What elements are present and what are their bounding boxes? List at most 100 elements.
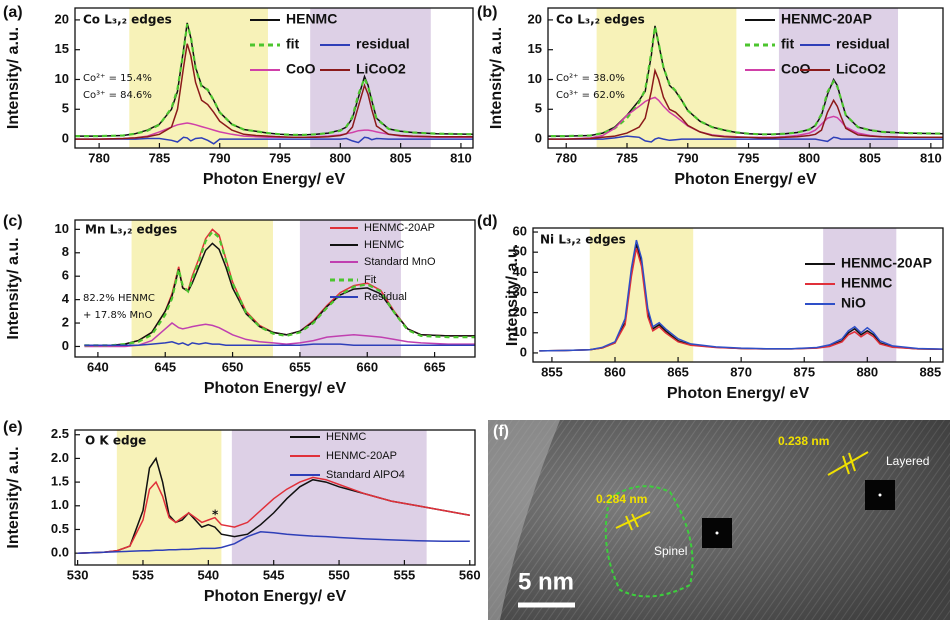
- x-tick-label: 800: [329, 150, 351, 165]
- legend-label: HENMC: [286, 11, 337, 27]
- x-tick-label: 540: [197, 567, 219, 582]
- x-tick-label: 865: [667, 364, 689, 379]
- x-tick-label: 650: [222, 359, 244, 374]
- legend-label: HENMC-20AP: [781, 11, 872, 27]
- x-axis-title: Photon Energy/ eV: [204, 588, 347, 605]
- shaded-region: [132, 220, 273, 357]
- x-tick-label: 805: [390, 150, 412, 165]
- x-axis-title: Photon Energy/ eV: [674, 171, 817, 188]
- x-tick-label: 785: [616, 150, 638, 165]
- x-tick-label: 855: [541, 364, 563, 379]
- x-tick-label: 545: [263, 567, 285, 582]
- panel-label: (d): [477, 213, 497, 230]
- annotation: Co L₃,₂ edges: [83, 13, 172, 27]
- annotation: 82.2% HENMC: [83, 293, 155, 304]
- legend-label: HENMC: [841, 275, 892, 291]
- annotation: Co²⁺ = 38.0%: [556, 73, 625, 84]
- x-tick-label: 780: [555, 150, 577, 165]
- panel: 78078579079580080581005101520HENMCfitres…: [3, 4, 473, 188]
- legend-label: HENMC-20AP: [364, 222, 435, 234]
- legend-label: LiCoO2: [836, 61, 886, 77]
- y-axis-title: Intensity/ a.u.: [5, 27, 22, 129]
- legend-label: LiCoO2: [356, 61, 406, 77]
- phase-label: Spinel: [654, 544, 687, 558]
- fft-spot: [879, 494, 882, 497]
- y-tick-label: 5: [535, 101, 542, 116]
- x-tick-label: 885: [920, 364, 942, 379]
- y-tick-label: 0: [62, 131, 69, 146]
- y-tick-label: 10: [55, 71, 69, 86]
- y-tick-label: 0.0: [51, 545, 69, 560]
- y-tick-label: 1.0: [51, 497, 69, 512]
- y-tick-label: 0: [62, 338, 69, 353]
- x-tick-label: 640: [87, 359, 109, 374]
- x-tick-label: 555: [394, 567, 416, 582]
- x-tick-label: 795: [269, 150, 291, 165]
- legend-label: fit: [781, 36, 795, 52]
- spacing-label: 0.284 nm: [596, 492, 647, 506]
- panel-label: (c): [3, 213, 23, 230]
- panel-label: (e): [3, 419, 23, 436]
- annotation: + 17.8% MnO: [83, 310, 152, 321]
- x-tick-label: 810: [920, 150, 942, 165]
- y-tick-label: 6: [62, 268, 69, 283]
- legend-label: Residual: [364, 291, 407, 303]
- x-tick-label: 810: [450, 150, 472, 165]
- x-tick-label: 665: [424, 359, 446, 374]
- annotation: O K edge: [85, 434, 146, 448]
- annotation: *: [212, 508, 219, 522]
- y-tick-label: 10: [528, 71, 542, 86]
- y-tick-label: 10: [55, 221, 69, 236]
- x-axis-title: Photon Energy/ eV: [667, 385, 810, 402]
- x-tick-label: 785: [149, 150, 171, 165]
- spacing-label: 0.238 nm: [778, 434, 829, 448]
- y-tick-label: 20: [55, 11, 69, 26]
- x-tick-label: 550: [328, 567, 350, 582]
- x-tick-label: 660: [356, 359, 378, 374]
- y-tick-label: 0.5: [51, 521, 69, 536]
- phase-label: Layered: [886, 454, 929, 468]
- x-tick-label: 880: [856, 364, 878, 379]
- legend-label: HENMC: [326, 431, 366, 443]
- y-tick-label: 0: [535, 131, 542, 146]
- y-tick-label: 2.5: [51, 426, 69, 441]
- y-axis-title: Intensity/ a.u.: [504, 244, 521, 346]
- legend-label: CoO: [286, 61, 316, 77]
- tem-image: (f) 0.284 nm Spinel 0.238 nm Layered 5 n…: [488, 420, 950, 620]
- x-tick-label: 655: [289, 359, 311, 374]
- panel-label: (b): [477, 4, 497, 21]
- x-axis-title: Photon Energy/ eV: [204, 380, 347, 397]
- legend-label: residual: [356, 36, 410, 52]
- x-tick-label: 805: [859, 150, 881, 165]
- x-tick-label: 795: [738, 150, 760, 165]
- y-axis-title: Intensity/ a.u.: [5, 237, 22, 339]
- panel: 5305355405455505555600.00.51.01.52.02.5H…: [3, 419, 481, 605]
- annotation: Co³⁺ = 84.6%: [83, 90, 152, 101]
- x-tick-label: 800: [798, 150, 820, 165]
- y-tick-label: 2.0: [51, 450, 69, 465]
- annotation: Co³⁺ = 62.0%: [556, 90, 625, 101]
- x-tick-label: 780: [88, 150, 110, 165]
- x-tick-label: 860: [604, 364, 626, 379]
- x-tick-label: 530: [67, 567, 89, 582]
- y-tick-label: 15: [528, 41, 542, 56]
- y-tick-label: 1.5: [51, 474, 69, 489]
- x-tick-label: 645: [154, 359, 176, 374]
- annotation: Co L₃,₂ edges: [556, 13, 645, 27]
- shaded-region: [117, 430, 222, 565]
- legend-label: CoO: [781, 61, 811, 77]
- annotation: Co²⁺ = 15.4%: [83, 73, 152, 84]
- x-tick-label: 870: [730, 364, 752, 379]
- legend-label: residual: [836, 36, 890, 52]
- y-axis-title: Intensity/ a.u.: [488, 27, 505, 129]
- annotation: Mn L₃,₂ edges: [85, 223, 177, 237]
- legend-label: fit: [286, 36, 300, 52]
- y-tick-label: 8: [62, 244, 69, 259]
- panel-label: (a): [3, 4, 23, 21]
- y-axis-title: Intensity/ a.u.: [5, 446, 22, 548]
- y-tick-label: 2: [62, 314, 69, 329]
- x-axis-title: Photon Energy/ eV: [203, 171, 346, 188]
- legend-label: HENMC: [364, 239, 404, 251]
